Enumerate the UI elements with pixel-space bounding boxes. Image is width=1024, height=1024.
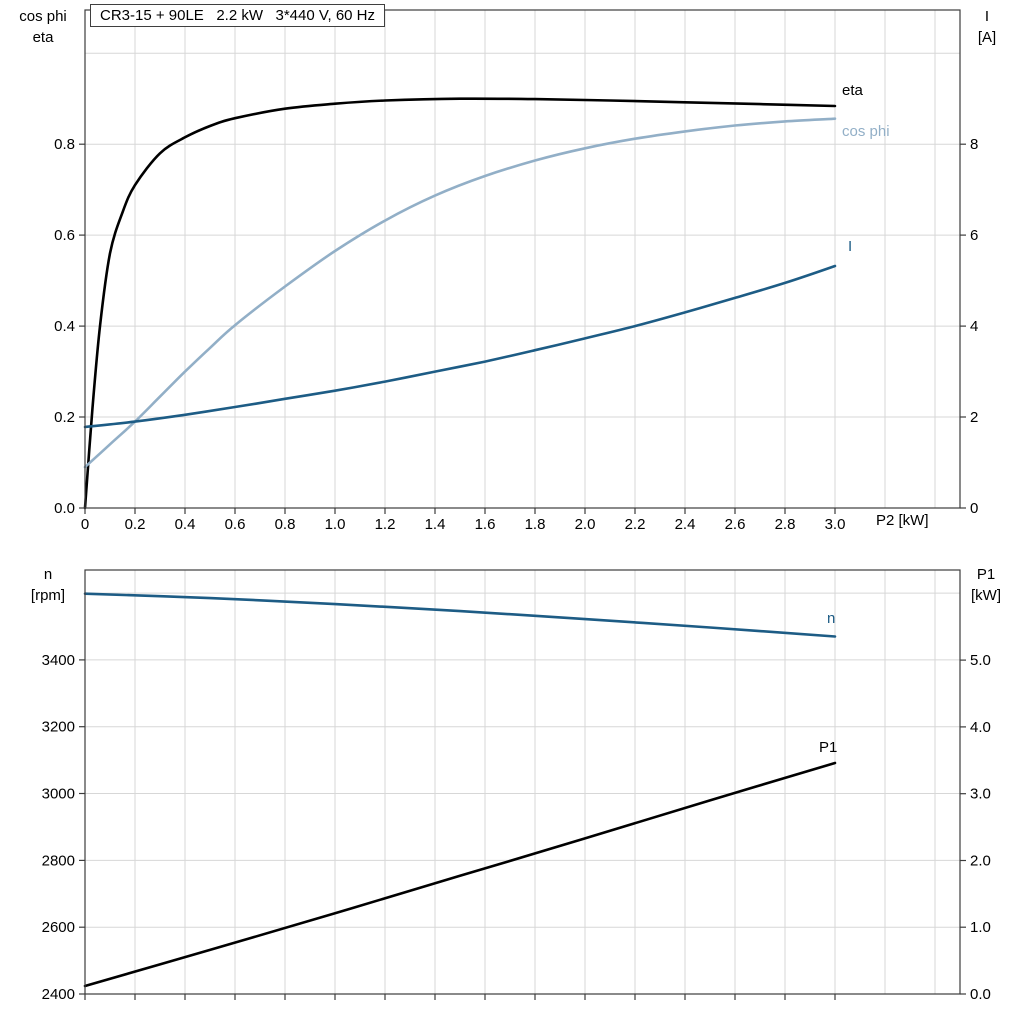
right-axis-title-line2: [A] — [977, 29, 997, 46]
curve-label-cos-phi: cos phi — [842, 123, 890, 140]
left-axis-title-bottom-line1: n — [43, 566, 53, 583]
tick-label: 2.4 — [675, 516, 696, 533]
x-axis-label: P2 [kW] — [876, 512, 929, 529]
tick-label: 1.4 — [425, 516, 446, 533]
curve-p1 — [83, 761, 837, 988]
tick-label: 3.0 — [970, 786, 991, 803]
right-axis-title-bottom-line1: P1 — [976, 566, 996, 583]
left-axis-title-bottom: n [rpm] — [12, 564, 84, 606]
tick-label: 0.0 — [54, 500, 75, 517]
tick-label: 2 — [970, 409, 978, 426]
right-axis-title-top: I [A] — [960, 6, 1014, 48]
left-axis-title-top: cos phi eta — [4, 6, 82, 48]
right-axis-title-line1: I — [984, 8, 990, 25]
tick-label: 2600 — [42, 919, 75, 936]
plot-frame — [84, 569, 961, 995]
tick-label: 0.6 — [54, 227, 75, 244]
curve-label-current: I — [848, 238, 853, 255]
tick-label: 1.8 — [525, 516, 546, 533]
tick-label: 0.2 — [125, 516, 146, 533]
curve-label-n: n — [827, 610, 836, 627]
tick-label: 4.0 — [970, 719, 991, 736]
tick-label: 1.6 — [475, 516, 496, 533]
curve-cos-phi — [83, 117, 837, 469]
right-axis-title-bottom: P1 [kW] — [956, 564, 1016, 606]
chart-title-box: CR3-15 + 90LE 2.2 kW 3*440 V, 60 Hz — [90, 4, 386, 27]
tick-label: 4 — [970, 318, 978, 335]
tick-label: 1.2 — [375, 516, 396, 533]
tick-label: 2400 — [42, 986, 75, 1003]
tick-label: 0.2 — [54, 409, 75, 426]
tick-label: 0 — [81, 516, 89, 533]
tick-label: 5.0 — [970, 652, 991, 669]
curve-eta — [83, 97, 837, 510]
tick-label: 6 — [970, 227, 978, 244]
tick-label: 0.8 — [54, 136, 75, 153]
tick-label: 2.6 — [725, 516, 746, 533]
right-axis-title-bottom-line2: [kW] — [971, 587, 1001, 604]
curve-n — [83, 592, 837, 638]
tick-label: 0 — [970, 500, 978, 517]
left-axis-title-bottom-line2: [rpm] — [30, 587, 66, 604]
tick-label: 2.2 — [625, 516, 646, 533]
tick-label: 0.4 — [175, 516, 196, 533]
tick-label: 0.8 — [275, 516, 296, 533]
tick-label: 3000 — [42, 786, 75, 803]
left-axis-title-line1: cos phi — [19, 8, 67, 25]
tick-label: 1.0 — [325, 516, 346, 533]
left-axis-title-line2: eta — [32, 29, 54, 46]
curve-label-p1: P1 — [819, 739, 838, 756]
tick-label: 3400 — [42, 652, 75, 669]
tick-label: 0.0 — [970, 986, 991, 1003]
plot-frame — [84, 9, 961, 509]
tick-label: 2.0 — [970, 853, 991, 870]
tick-label: 8 — [970, 136, 978, 153]
tick-label: 2.8 — [775, 516, 796, 533]
tick-label: 2.0 — [575, 516, 596, 533]
tick-label: 3200 — [42, 719, 75, 736]
tick-label: 0.6 — [225, 516, 246, 533]
tick-label: 3.0 — [825, 516, 846, 533]
tick-label: 1.0 — [970, 919, 991, 936]
curve-label-eta: eta — [842, 82, 863, 99]
top-chart: 0.0 0.2 0.4 0.6 0.8 0 2 4 6 8 0 0.2 0.4 0.6 0.8 1.0 1.2 1… — [54, 9, 978, 533]
bottom-chart: 2400 2600 2800 3000 3200 3400 0.0 1.0 2.0 3.0 4.0 5… — [42, 569, 991, 1003]
tick-label: 2800 — [42, 852, 75, 869]
tick-label: 0.4 — [54, 318, 75, 335]
curve-i — [83, 264, 837, 429]
